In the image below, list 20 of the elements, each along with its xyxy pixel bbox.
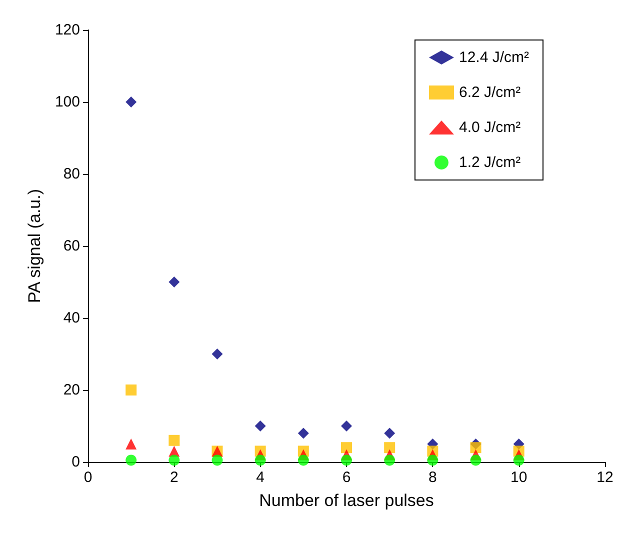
x-tick-label: 0 [84,469,92,486]
x-tick-label: 10 [510,469,528,486]
y-tick-label: 60 [63,238,80,254]
x-axis-title: Number of laser pulses [259,491,434,510]
y-tick-label: 120 [54,22,80,38]
y-tick-label: 100 [54,94,80,110]
y-tick-label: 0 [72,454,80,470]
y-tick-label: 40 [63,310,80,326]
y-tick-label: 20 [63,382,80,398]
x-tick-label: 8 [428,469,437,486]
x-tick-label: 4 [256,469,265,486]
y-tick-label: 80 [63,166,80,182]
x-tick-label: 12 [596,469,614,486]
legend-label: 1.2 J/cm² [458,154,521,171]
x-tick-label: 2 [170,469,178,486]
y-axis-title: PA signal (a.u.) [25,188,44,304]
x-tick-label: 6 [342,469,351,486]
legend-label: 12.4 J/cm² [458,49,530,66]
legend-label: 6.2 J/cm² [458,84,521,101]
legend-label: 4.0 J/cm² [458,119,521,136]
